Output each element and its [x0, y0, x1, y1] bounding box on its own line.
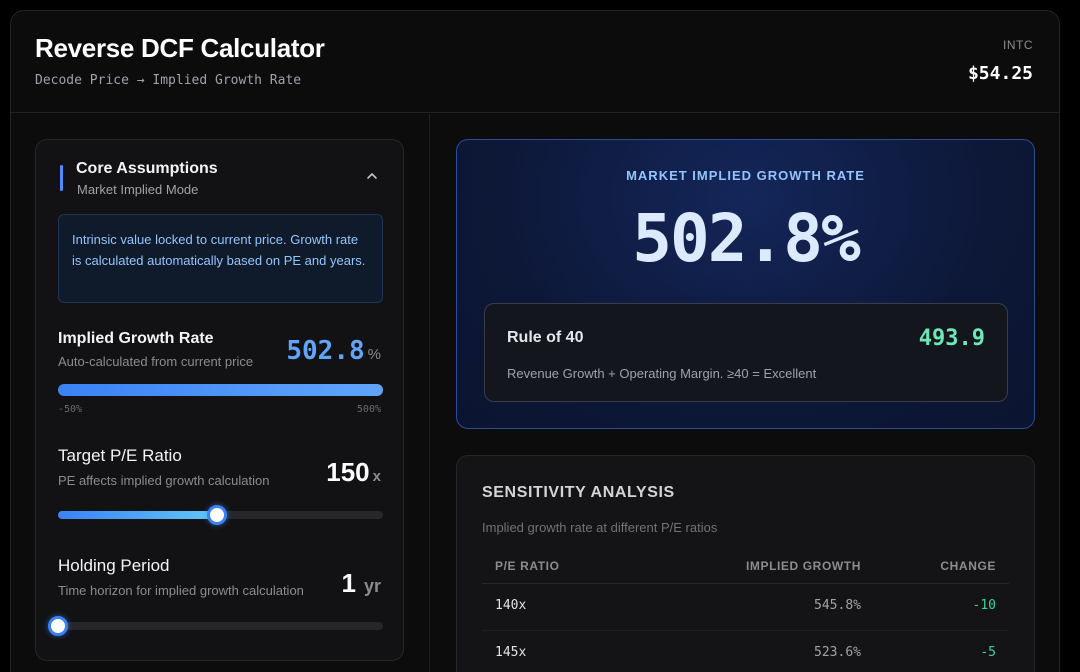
implied-growth-bar	[58, 384, 383, 396]
growth-max-label: 500%	[356, 404, 381, 415]
row-growth: 523.6%	[814, 645, 861, 660]
row-pe: 140x	[495, 598, 527, 613]
target-pe-desc: PE affects implied growth calculation	[58, 473, 270, 488]
implied-growth-title: Implied Growth Rate	[58, 330, 214, 347]
info-notice: Intrinsic value locked to current price.…	[58, 214, 383, 303]
target-pe-slider[interactable]	[58, 505, 383, 525]
holding-period-value: 1	[341, 568, 356, 598]
sensitivity-title: SENSITIVITY ANALYSIS	[482, 484, 675, 501]
implied-growth-hero-card: MARKET IMPLIED GROWTH RATE 502.8% Rule o…	[456, 139, 1035, 429]
row-change: -10	[972, 598, 996, 613]
ticker-symbol: INTC	[1003, 38, 1033, 52]
target-pe-slider-handle[interactable]	[207, 505, 228, 525]
rule-of-40-title: Rule of 40	[507, 329, 584, 346]
column-header-change: CHANGE	[940, 559, 996, 573]
table-row: 140x 545.8% -10	[482, 584, 1009, 631]
target-pe-value: 150	[326, 457, 370, 487]
implied-growth-desc: Auto-calculated from current price	[58, 354, 254, 369]
rule-of-40-value: 493.9	[918, 326, 985, 351]
mode-label: Market Implied Mode	[77, 182, 199, 197]
holding-period-title: Holding Period	[58, 556, 170, 575]
column-divider	[429, 114, 430, 672]
column-header-pe: P/E RATIO	[495, 559, 560, 573]
hero-value: 502.8%	[632, 200, 860, 277]
sensitivity-panel: SENSITIVITY ANALYSIS Implied growth rate…	[456, 455, 1035, 672]
holding-period-slider-handle[interactable]	[48, 616, 68, 636]
growth-min-label: -50%	[58, 404, 83, 415]
page-title: Reverse DCF Calculator	[35, 33, 325, 63]
page-subtitle: Decode Price → Implied Growth Rate	[35, 73, 302, 88]
target-pe-fill	[58, 511, 218, 519]
implied-growth-value: 502.8	[286, 336, 365, 366]
chevron-up-icon[interactable]	[366, 170, 378, 182]
table-row: 145x 523.6% -5	[482, 631, 1009, 672]
column-header-growth: IMPLIED GROWTH	[745, 559, 861, 573]
table-header: P/E RATIO IMPLIED GROWTH CHANGE	[482, 552, 1009, 584]
holding-period-slider[interactable]	[48, 616, 383, 636]
rule-of-40-desc: Revenue Growth + Operating Margin. ≥40 =…	[507, 366, 817, 381]
target-pe-readout: 150 x	[326, 457, 381, 488]
target-pe-title: Target P/E Ratio	[58, 446, 182, 465]
section-accent-bar	[60, 165, 63, 191]
target-pe-unit: x	[372, 468, 381, 485]
section-title: Core Assumptions	[76, 160, 218, 177]
row-growth: 545.8%	[814, 598, 861, 613]
row-change: -5	[980, 645, 996, 660]
rule-of-40-box: Rule of 40 493.9 Revenue Growth + Operat…	[484, 303, 1008, 402]
row-pe: 145x	[495, 645, 527, 660]
info-text: Intrinsic value locked to current price.…	[72, 232, 366, 268]
core-assumptions-panel: Core Assumptions Market Implied Mode Int…	[35, 139, 404, 661]
current-price: $54.25	[967, 63, 1033, 84]
implied-growth-fill	[58, 384, 383, 396]
holding-period-unit: yr	[363, 576, 381, 596]
hero-label: MARKET IMPLIED GROWTH RATE	[626, 168, 865, 183]
header: Reverse DCF Calculator Decode Price → Im…	[11, 11, 1059, 113]
implied-growth-unit: %	[367, 346, 381, 363]
implied-growth-readout: 502.8 %	[286, 336, 381, 366]
holding-period-readout: 1 yr	[342, 568, 381, 599]
holding-period-desc: Time horizon for implied growth calculat…	[58, 583, 304, 598]
app-window: Reverse DCF Calculator Decode Price → Im…	[10, 10, 1060, 672]
sensitivity-subtitle: Implied growth rate at different P/E rat…	[482, 520, 718, 535]
